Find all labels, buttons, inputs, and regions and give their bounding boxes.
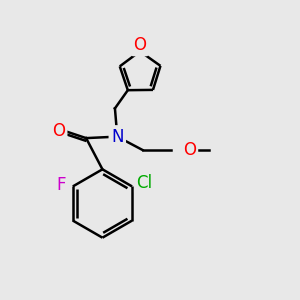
Text: Cl: Cl [136,174,153,192]
Text: O: O [183,141,196,159]
Text: N: N [111,128,124,146]
Text: O: O [134,36,146,54]
Text: O: O [52,122,65,140]
Text: F: F [57,176,66,194]
